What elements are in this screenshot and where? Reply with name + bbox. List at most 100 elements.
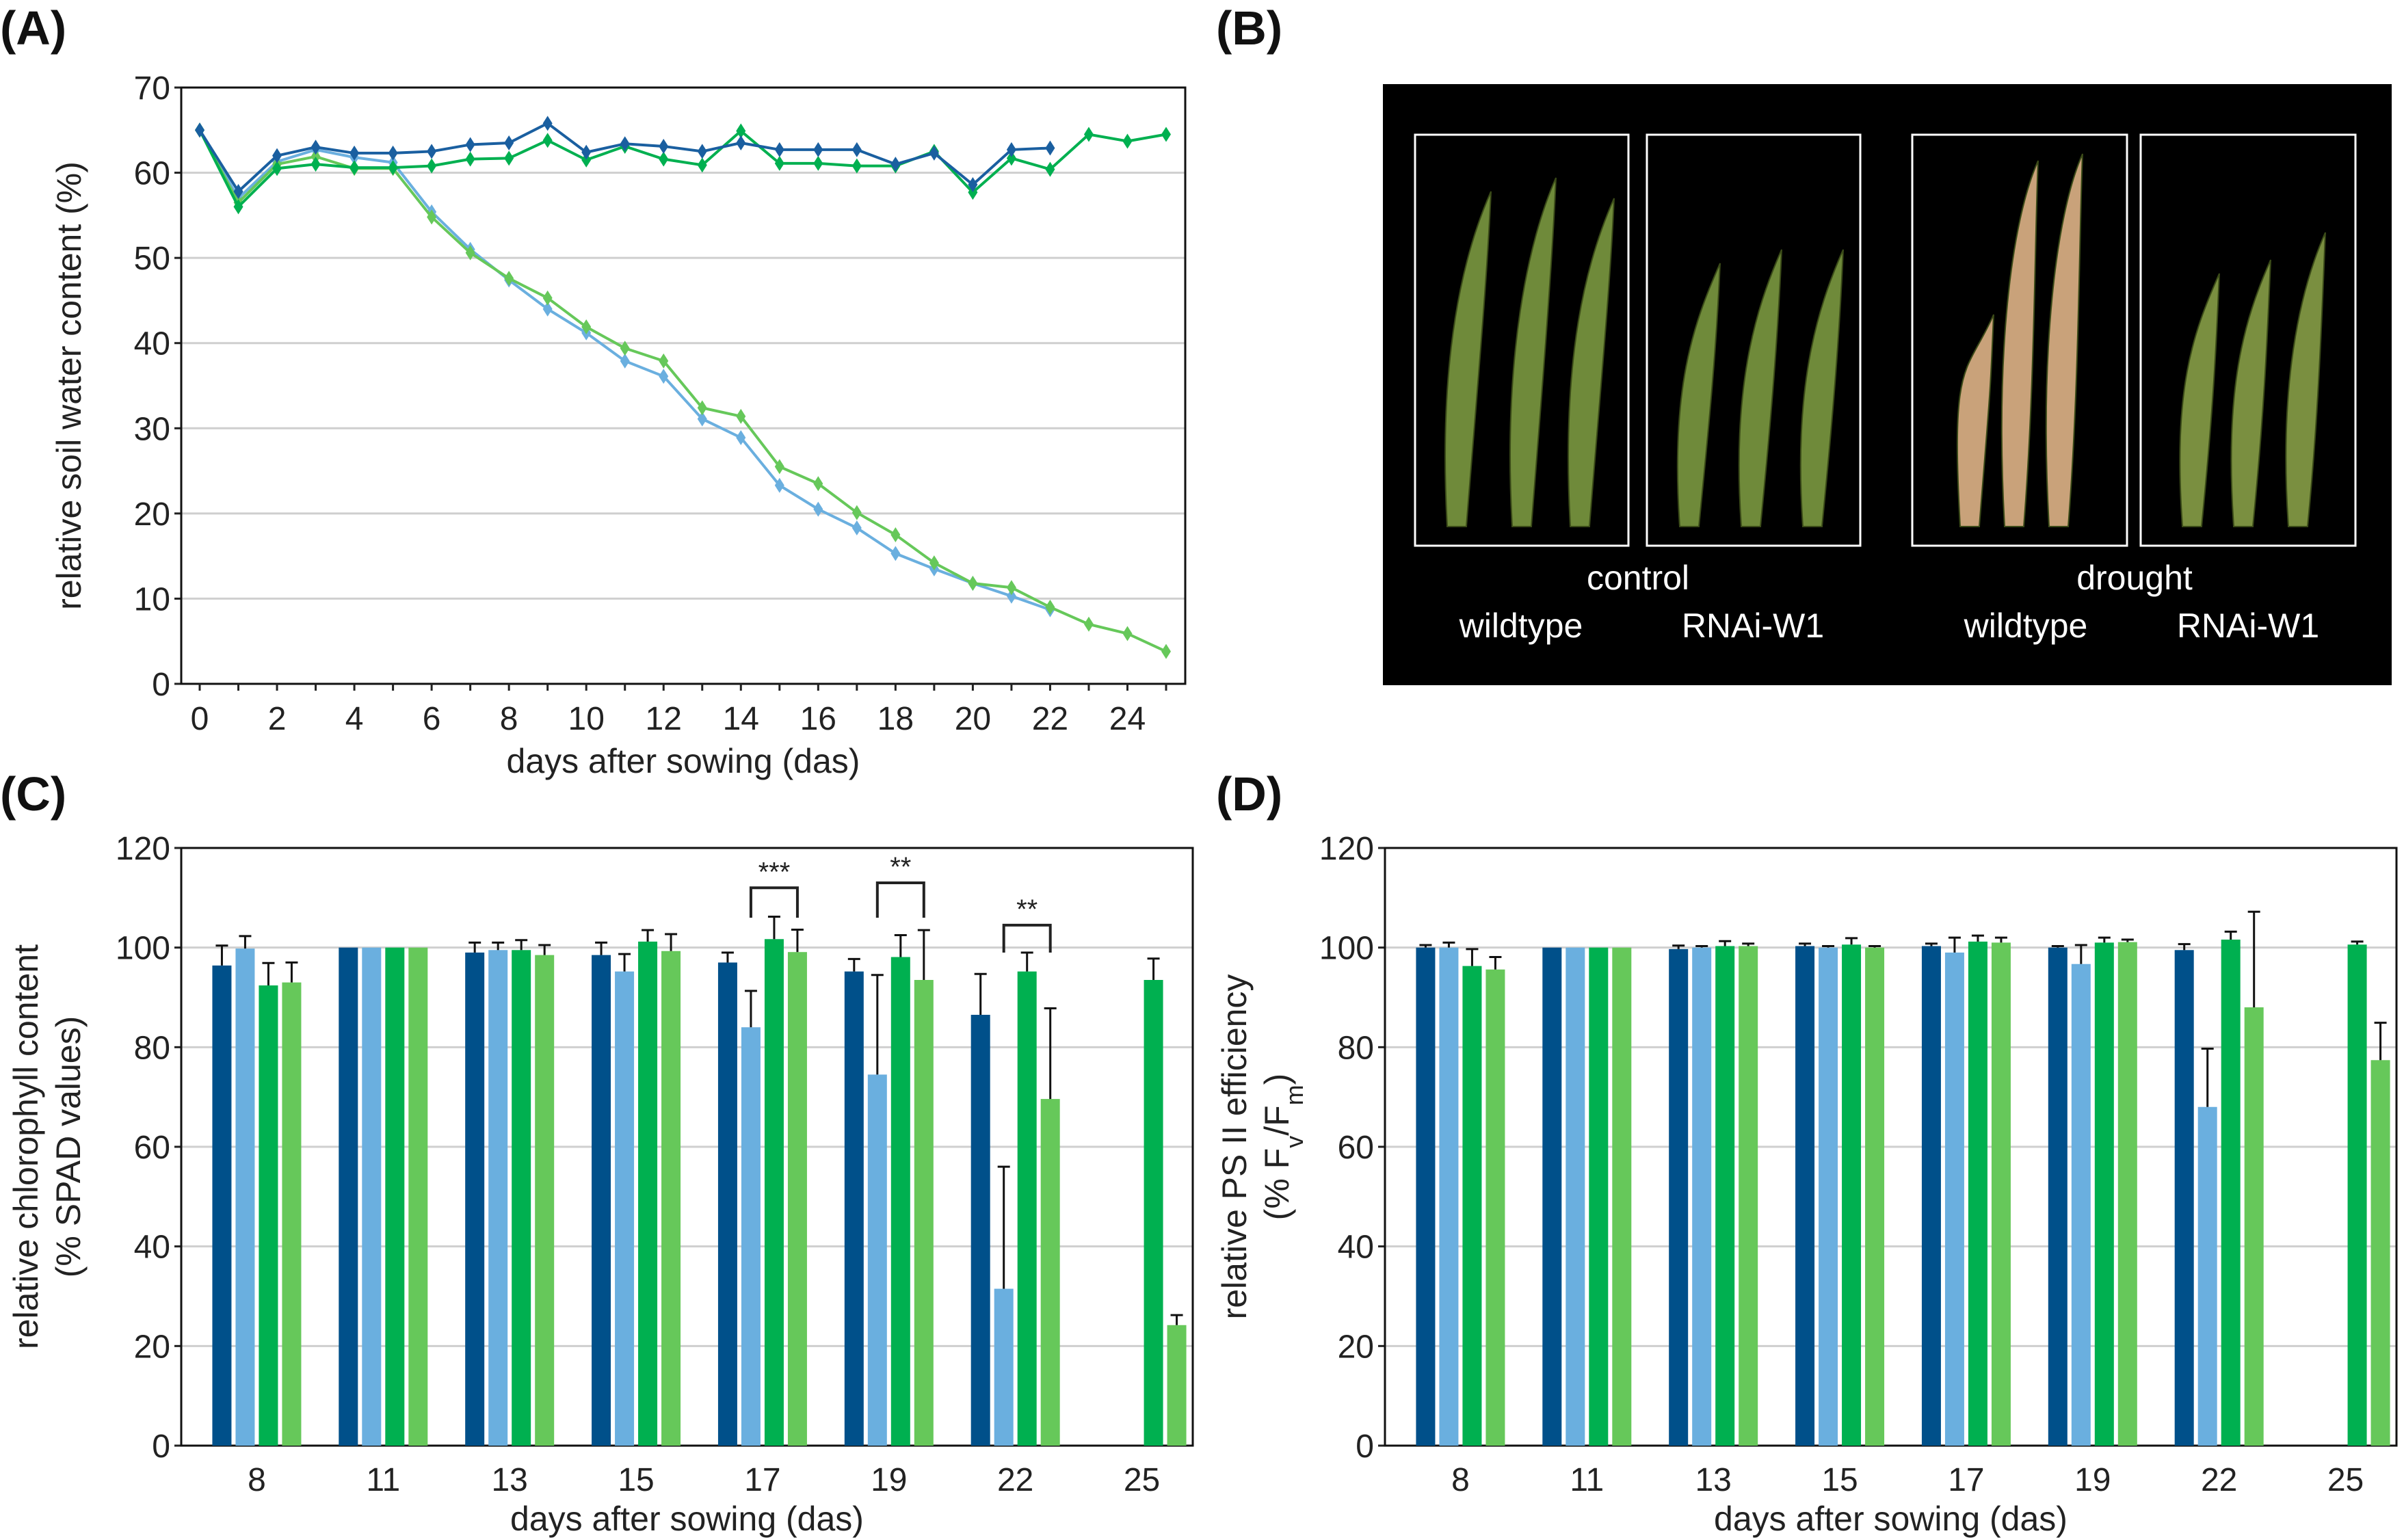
bar-control-rnai-w1 — [1462, 966, 1482, 1446]
data-point — [581, 152, 592, 168]
y-tick-label: 20 — [134, 1329, 170, 1365]
data-point — [774, 142, 784, 157]
y-axis-label-units: (% Fv/Fm) — [1258, 1074, 1308, 1221]
data-point — [1006, 580, 1016, 596]
y-tick-label: 70 — [134, 70, 170, 107]
x-tick-label: 20 — [955, 701, 991, 737]
data-point — [349, 145, 360, 161]
data-point — [929, 145, 939, 161]
data-point — [620, 341, 630, 356]
x-tick-label: 18 — [877, 701, 914, 737]
bar-drought-rnai-w1 — [2370, 1060, 2390, 1446]
data-point — [620, 136, 630, 152]
panel-label-a: (A) — [0, 1, 66, 55]
data-point — [813, 155, 823, 171]
label-part: (% F — [1258, 1148, 1296, 1221]
data-point — [1006, 588, 1016, 604]
bar-control-wildtype — [717, 962, 737, 1446]
bar-drought-rnai-w1 — [1167, 1325, 1187, 1446]
plot-frame — [180, 847, 1194, 1447]
x-axis-label: days after sowing (das) — [507, 742, 860, 780]
bar-drought-wildtype — [1944, 952, 1964, 1446]
data-point — [388, 145, 398, 161]
x-tick-label: 12 — [646, 701, 682, 737]
y-tick-label: 120 — [1319, 831, 1374, 867]
bar-control-wildtype — [1669, 948, 1689, 1446]
bar-drought-rnai-w1 — [2117, 942, 2137, 1446]
bar-drought-rnai-w1 — [787, 952, 807, 1446]
x-tick-label: 15 — [618, 1462, 654, 1498]
bar-control-rnai-w1 — [259, 985, 278, 1446]
y-tick-label: 10 — [134, 581, 170, 618]
bar-control-wildtype — [465, 952, 485, 1446]
bar-control-rnai-w1 — [2221, 940, 2241, 1446]
bar-control-rnai-w1 — [1017, 971, 1037, 1446]
y-tick-label: 0 — [1356, 1429, 1374, 1465]
x-tick-label: 17 — [744, 1462, 780, 1498]
leaf-control-wildtype — [1509, 177, 1557, 527]
data-point — [504, 135, 514, 150]
x-tick-label: 0 — [191, 701, 209, 737]
x-tick-label: 19 — [2074, 1462, 2111, 1498]
bar-drought-wildtype — [362, 947, 382, 1446]
bar-control-rnai-w1 — [1715, 946, 1735, 1446]
bar-drought-wildtype — [994, 1288, 1014, 1446]
data-point — [1161, 127, 1171, 142]
x-tick-label: 22 — [997, 1462, 1033, 1498]
panel-label-d: (D) — [1216, 767, 1282, 821]
bar-control-wildtype — [2048, 947, 2068, 1446]
bar-drought-rnai-w1 — [408, 947, 428, 1446]
data-point — [968, 177, 978, 193]
subscript: v — [1280, 1136, 1308, 1148]
x-tick-label: 13 — [1695, 1462, 1731, 1498]
bar-control-rnai-w1 — [1968, 941, 1987, 1446]
data-point — [813, 142, 823, 157]
y-tick-label: 40 — [134, 326, 170, 362]
data-point — [736, 408, 746, 424]
bar-drought-rnai-w1 — [1991, 942, 2011, 1446]
data-point — [968, 185, 978, 200]
series-line-drought-rnai-w1 — [198, 129, 1167, 653]
bar-drought-wildtype — [741, 1027, 761, 1446]
data-point — [851, 142, 862, 157]
panel-label-c: (C) — [0, 767, 66, 821]
data-point — [736, 135, 746, 150]
bar-control-rnai-w1 — [1589, 947, 1609, 1446]
bar-drought-wildtype — [488, 950, 508, 1446]
data-point — [1122, 133, 1133, 149]
data-point — [1045, 140, 1055, 156]
data-point — [427, 144, 437, 159]
leaf-drought-rnai — [2230, 259, 2271, 527]
data-point — [1045, 599, 1055, 615]
bar-drought-wildtype — [1819, 947, 1838, 1446]
y-tick-label: 80 — [134, 1030, 170, 1066]
data-point — [697, 144, 707, 159]
data-point — [581, 144, 592, 160]
data-point — [968, 576, 978, 592]
data-point — [388, 160, 398, 176]
leaf-drought-wildtype — [2045, 153, 2083, 527]
bar-drought-rnai-w1 — [1612, 947, 1632, 1446]
data-point — [465, 137, 475, 152]
bar-control-rnai-w1 — [638, 941, 658, 1446]
bar-control-wildtype — [212, 965, 232, 1446]
data-point — [272, 161, 282, 176]
bar-drought-wildtype — [1566, 947, 1585, 1446]
x-tick-label: 19 — [871, 1462, 907, 1498]
bar-drought-rnai-w1 — [1865, 947, 1885, 1446]
y-tick-label: 60 — [1338, 1130, 1374, 1166]
data-point — [659, 138, 669, 154]
bar-drought-wildtype — [615, 971, 635, 1446]
x-tick-label: 14 — [723, 701, 759, 737]
data-point — [581, 319, 592, 335]
bar-control-rnai-w1 — [1144, 980, 1163, 1446]
x-tick-label: 10 — [568, 701, 605, 737]
panel-label-b: (B) — [1216, 1, 1282, 55]
x-tick-label: 16 — [800, 701, 836, 737]
data-point — [736, 429, 746, 445]
data-point — [813, 501, 823, 517]
data-point — [311, 140, 321, 155]
y-tick-label: 60 — [134, 1130, 170, 1166]
bar-drought-rnai-w1 — [282, 982, 302, 1446]
